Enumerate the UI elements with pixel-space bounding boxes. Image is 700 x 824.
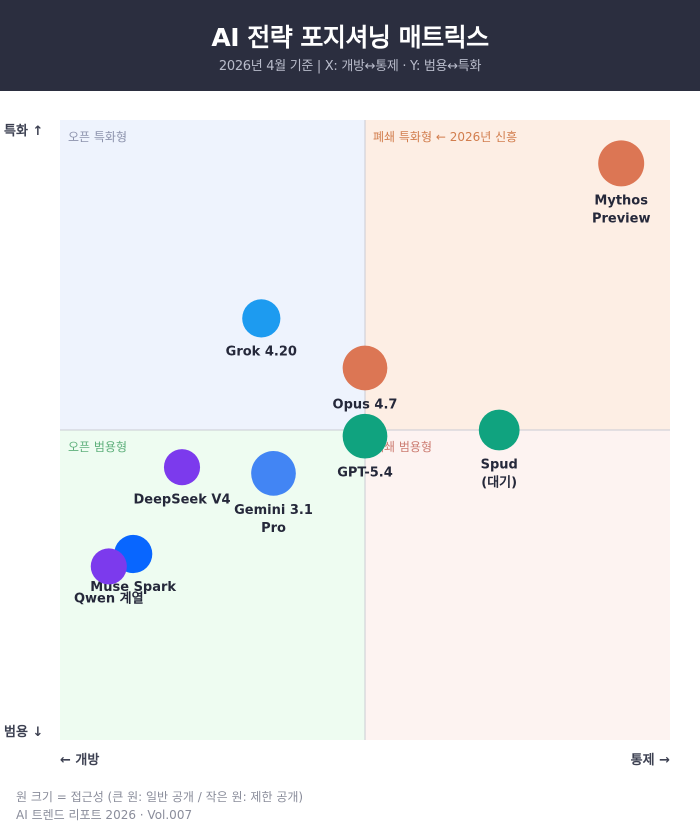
data-point: Opus 4.7 [333,345,398,412]
data-point-marker [342,413,388,459]
data-point-label: Spud (대기) [481,457,518,490]
data-point: Grok 4.20 [226,299,297,360]
quadrant-top-left [60,120,365,430]
quadrant-label-top-right: 폐쇄 특화형 ← 2026년 신흥 [373,130,517,144]
page-title: AI 전략 포지셔닝 매트릭스 [211,23,489,52]
data-point: Gemini 3.1 Pro [234,451,313,536]
data-point-marker [478,409,520,451]
data-point-label: Mythos Preview [592,193,651,226]
quadrant-label-bottom-left: 오픈 범용형 [68,440,127,454]
data-point-marker [163,449,201,486]
data-point-label: Grok 4.20 [226,345,297,360]
data-point-marker [242,299,281,338]
data-point: Mythos Preview [592,140,651,226]
header: AI 전략 포지셔닝 매트릭스 2026년 4월 기준 | X: 개방↔통제 ·… [0,0,700,91]
legend-note: 원 크기 = 접근성 (큰 원: 일반 공개 / 작은 원: 제한 공개) [16,790,304,804]
x-axis-max-label: 통제 → [631,753,670,768]
x-axis-min-label: ← 개방 [60,752,99,768]
footer: 원 크기 = 접근성 (큰 원: 일반 공개 / 작은 원: 제한 공개) AI… [16,788,303,824]
quadrant-label-bottom-right: 폐쇄 범용형 [373,440,432,454]
data-points: Mythos Preview Grok 4.20 Opus 4.7 GPT-5.4 Spu… [74,140,650,606]
data-point-label: Gemini 3.1 Pro [234,503,313,536]
quadrant-bottom-left [60,430,365,740]
data-point: DeepSeek V4 [133,449,231,507]
data-point: Spud (대기) [478,409,520,490]
axis-labels: 특화 ↑ 범용 ↓ ← 개방 통제 → [4,123,670,768]
data-point: GPT-5.4 [337,413,393,481]
data-point-marker [342,345,388,391]
data-point-marker [251,451,296,496]
y-axis-min-label: 범용 ↓ [4,724,43,740]
credit: AI 트렌드 리포트 2026 · Vol.007 [16,808,193,822]
data-point-label: DeepSeek V4 [133,492,230,507]
page-subtitle: 2026년 4월 기준 | X: 개방↔통제 · Y: 범용↔특화 [218,59,482,74]
data-point-marker [90,548,127,585]
data-point: Qwen 계열 [74,548,144,606]
quadrant-label-top-left: 오픈 특화형 [68,130,127,144]
quadrant-bottom-right [365,430,670,740]
data-point-label: Qwen 계열 [74,590,144,606]
y-axis-max-label: 특화 ↑ [4,123,43,139]
data-point-label: Opus 4.7 [333,397,398,412]
data-point-label: GPT-5.4 [337,466,393,481]
data-point-marker [598,140,645,187]
